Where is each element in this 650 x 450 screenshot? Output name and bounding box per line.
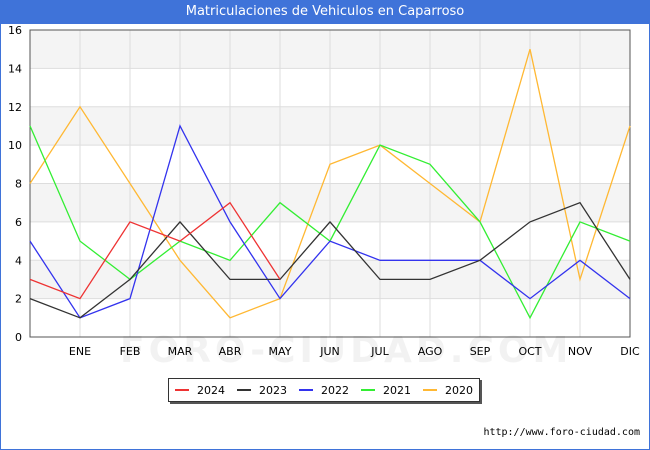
x-tick-label: JUL: [370, 345, 389, 358]
legend-item-2020: 2020: [423, 384, 473, 397]
y-tick-label: 12: [8, 101, 22, 114]
x-tick-label: ENE: [69, 345, 91, 358]
legend-swatch: [299, 389, 313, 391]
watermark-text: FORO-CIUDAD.COM: [120, 330, 573, 371]
y-tick-label: 2: [15, 293, 22, 306]
legend-label: 2022: [321, 383, 349, 397]
x-tick-label: DIC: [620, 345, 640, 358]
footer-url: http://www.foro-ciudad.com: [483, 427, 640, 438]
y-tick-label: 10: [8, 139, 22, 152]
y-tick-label: 0: [15, 331, 22, 344]
x-tick-label: AGO: [418, 345, 443, 358]
y-tick-label: 8: [15, 178, 22, 191]
legend-swatch: [175, 389, 189, 391]
series-line-2023: [29, 201, 631, 319]
legend-label: 2024: [197, 383, 225, 397]
legend-swatch: [361, 389, 375, 391]
chart-title: Matriculaciones de Vehiculos en Caparros…: [0, 0, 650, 24]
series-line-2020: [29, 49, 631, 319]
legend-swatch: [423, 389, 437, 391]
legend-label: 2021: [383, 383, 411, 397]
x-tick-label: OCT: [518, 345, 541, 358]
x-tick-label: SEP: [470, 345, 491, 358]
series-line-2024: [29, 201, 281, 300]
x-tick-label: NOV: [568, 345, 593, 358]
chart-legend: 2024 2023 2022 2021 2020: [168, 378, 480, 402]
y-tick-label: 14: [8, 62, 22, 75]
legend-item-2023: 2023: [237, 384, 287, 397]
y-tick-label: 16: [8, 24, 22, 37]
x-tick-label: MAR: [168, 345, 193, 358]
plot-labels: 0 2 4 6 8 10 12 14 16 ENE FEB MAR ABR MAY JUN JUL AGO SEP…: [8, 24, 640, 358]
x-tick-label: MAY: [269, 345, 292, 358]
legend-swatch: [237, 389, 251, 391]
legend-label: 2023: [259, 383, 287, 397]
x-tick-label: FEB: [120, 345, 141, 358]
x-tick-label: ABR: [219, 345, 242, 358]
legend-item-2024: 2024: [175, 384, 225, 397]
y-tick-label: 4: [15, 254, 22, 267]
plot-series: [29, 49, 631, 320]
series-line-2022: [29, 124, 631, 319]
x-tick-label: JUN: [319, 345, 340, 358]
legend-item-2022: 2022: [299, 384, 349, 397]
legend-item-2021: 2021: [361, 384, 411, 397]
legend-label: 2020: [445, 383, 473, 397]
y-tick-label: 6: [15, 216, 22, 229]
